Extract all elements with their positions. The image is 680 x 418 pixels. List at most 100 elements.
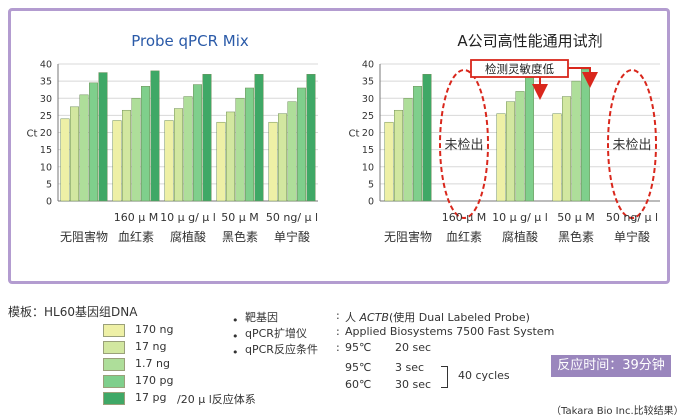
y-tick-label: 0 [46, 197, 52, 208]
colon: : [336, 325, 340, 338]
condition-label-instrument: qPCR扩增仪 [245, 327, 307, 340]
y-tick-label: 30 [40, 94, 52, 105]
y-tick-label: 0 [368, 197, 374, 208]
bar [515, 91, 525, 202]
step-3-time: 30 sec [395, 378, 432, 391]
legend-swatch [103, 341, 125, 354]
not-detected-label: 未检出 [444, 138, 483, 153]
y-tick-label: 10 [40, 162, 52, 173]
legend-label: 170 pg [135, 374, 174, 387]
category-sublabel: 50 μ M [557, 211, 594, 224]
bar [422, 74, 432, 202]
not-detected-ellipse [607, 69, 657, 219]
legend-label: 17 pg [135, 391, 167, 404]
bar [384, 121, 394, 202]
category-label: 腐植酸 [502, 229, 538, 244]
category-label: 无阻害物 [60, 229, 108, 244]
y-tick-label: 40 [40, 60, 52, 71]
bar [278, 113, 287, 202]
y-tick-label: 25 [362, 111, 374, 122]
bar [268, 121, 278, 202]
colon: : [336, 309, 340, 322]
instrument-value: Applied Biosystems 7500 Fast System [345, 325, 555, 338]
legend-swatch [103, 375, 125, 388]
bar [562, 96, 571, 202]
bar [525, 77, 534, 202]
bar [306, 74, 316, 202]
y-tick-label: 40 [362, 60, 374, 71]
y-tick-label: 5 [46, 179, 52, 190]
bar [202, 74, 212, 202]
category-sublabel: 50 ng/ μ l [266, 211, 318, 224]
bar [235, 98, 245, 202]
legend-swatch [103, 358, 125, 371]
step-3-temp: 60℃ [345, 378, 372, 391]
chart-probe-qpcr-mix: Probe qPCR Mix 0 5 10 15 20 25 30 35 40 Ct 无阻害物 160 … [27, 32, 319, 244]
bar [122, 109, 131, 202]
chart-title: Probe qPCR Mix [131, 32, 249, 50]
cycle-bracket [441, 366, 448, 388]
bar [98, 72, 108, 202]
not-detected-label: 未检出 [612, 138, 651, 153]
bullet: • [232, 346, 239, 359]
chart-title: A公司高性能通用试剂 [457, 32, 602, 50]
gene-value: 人 ACTB(使用 Dual Labeled Probe) [345, 309, 530, 325]
bar [183, 96, 193, 202]
bar [403, 98, 413, 202]
bar [174, 108, 183, 202]
legend-swatch [103, 324, 125, 337]
y-tick-label: 25 [40, 111, 52, 122]
category-sublabel: 10 μ g/ μ l [160, 211, 216, 224]
gene-prefix: 人 [345, 311, 356, 324]
category-label: 黑色素 [222, 230, 258, 244]
bar [79, 94, 89, 202]
step-2-temp: 95℃ [345, 361, 372, 374]
legend-label: 170 ng [135, 323, 174, 336]
y-tick-label: 35 [362, 77, 374, 88]
y-tick-label: 20 [362, 128, 374, 139]
bar [496, 113, 506, 202]
category-label: 单宁酸 [614, 229, 650, 244]
y-tick-label: 20 [40, 128, 52, 139]
bar [245, 87, 254, 202]
category-sublabel: 160 μ M [114, 211, 158, 224]
reaction-time-badge: 反应时间：39分钟 [551, 355, 671, 377]
bar [254, 74, 264, 202]
legend-suffix: /20 μ l反应体系 [177, 393, 256, 406]
category-label: 血红素 [118, 229, 154, 244]
y-tick-label: 35 [40, 77, 52, 88]
bar [60, 118, 70, 202]
footnote: （Takara Bio Inc.比较结果） [551, 406, 680, 417]
cycles-value: 40 cycles [458, 369, 510, 382]
category-sublabel: 50 μ M [221, 211, 258, 224]
bar [112, 120, 122, 202]
y-axis-label: Ct [349, 129, 360, 140]
y-tick-label: 15 [362, 145, 374, 156]
legend-label: 1.7 ng [135, 357, 170, 370]
bar [216, 121, 226, 202]
bar [193, 84, 202, 202]
gene-suffix: (使用 Dual Labeled Probe) [388, 311, 530, 324]
bar [413, 86, 422, 202]
bar [287, 101, 297, 202]
chart-company-a-reagent: A公司高性能通用试剂 0 5 10 15 20 25 30 35 40 Ct 无阻害物 未检出 160 μ… [349, 32, 660, 244]
bar [297, 87, 306, 202]
colon: : [336, 341, 340, 354]
annotation-arrow [568, 67, 598, 88]
bullet: • [232, 330, 239, 343]
step-2-time: 3 sec [395, 361, 425, 374]
category-sublabel: 10 μ g/ μ l [492, 211, 548, 224]
bullet: • [232, 314, 239, 327]
category-label: 黑色素 [558, 230, 594, 244]
y-tick-label: 30 [362, 94, 374, 105]
step-1-time: 20 sec [395, 341, 432, 354]
bar [581, 68, 590, 202]
bar [394, 109, 403, 202]
bar [150, 70, 160, 202]
bar [89, 82, 98, 202]
y-tick-label: 10 [362, 162, 374, 173]
category-label: 血红素 [446, 229, 482, 244]
category-sublabel: 160 μ M [442, 211, 486, 224]
bar [506, 101, 515, 202]
